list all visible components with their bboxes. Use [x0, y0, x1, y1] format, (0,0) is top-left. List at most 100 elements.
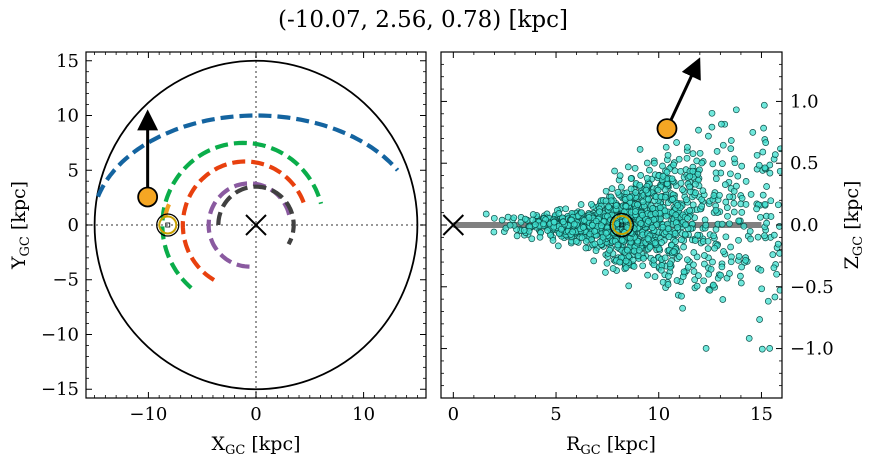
star-point — [695, 126, 702, 134]
spiral-arm-4 — [180, 159, 306, 282]
star-point — [506, 221, 514, 229]
star-point — [645, 217, 652, 225]
star-point — [769, 251, 777, 258]
star-point — [632, 208, 639, 215]
star-point — [721, 181, 729, 188]
star-point — [625, 282, 633, 290]
star-point — [761, 164, 769, 172]
star-point — [757, 266, 765, 274]
star-point — [606, 246, 613, 254]
right-x-tick-label: 10 — [647, 404, 670, 425]
star-point — [761, 200, 769, 208]
star-point — [766, 161, 774, 169]
star-point — [611, 167, 618, 175]
star-point — [572, 238, 580, 245]
star-point — [529, 211, 537, 218]
star-point — [693, 282, 701, 290]
star-point — [742, 178, 750, 185]
star-point — [684, 215, 691, 222]
star-point — [770, 231, 778, 239]
star-point — [683, 154, 691, 162]
star-point — [712, 175, 720, 183]
star-point — [766, 169, 774, 177]
star-point — [616, 172, 624, 179]
left-y-tick-label: 0 — [68, 215, 79, 236]
star-point — [730, 200, 738, 207]
right-y-tick-label: −1.0 — [790, 339, 834, 360]
star-point — [749, 129, 757, 136]
star-point — [747, 235, 754, 243]
star-point — [742, 256, 749, 264]
star-point — [680, 268, 688, 276]
star-point — [627, 185, 635, 193]
star-point — [648, 224, 656, 231]
right-y-axis-label: ZGC [kpc] — [841, 181, 866, 270]
star-point — [757, 213, 764, 221]
star-point — [596, 208, 603, 216]
star-point — [692, 180, 699, 188]
star-point — [705, 270, 712, 278]
star-point — [709, 160, 717, 168]
star-point — [726, 270, 733, 277]
star-point — [759, 191, 767, 199]
star-point — [554, 242, 562, 250]
star-point — [650, 256, 658, 264]
star-point — [618, 183, 625, 191]
star-point — [727, 145, 735, 152]
star-point — [738, 162, 746, 170]
star-point — [692, 189, 699, 197]
star-point — [618, 236, 626, 244]
star-point — [698, 202, 706, 210]
galactic-center-marker-right — [442, 214, 465, 236]
star-point — [622, 257, 630, 265]
spiral-arm-2 — [160, 140, 324, 290]
star-point — [531, 221, 539, 228]
star-point — [738, 194, 746, 202]
star-point — [521, 215, 529, 223]
star-point — [679, 304, 686, 312]
star-point — [651, 273, 659, 280]
right-panel: 0 5 10 15 −1.0 −0.5 0.0 0.5 1.0 RGC [kpc] ZGC [k… — [440, 51, 866, 458]
star-point — [582, 238, 590, 245]
star-point — [709, 258, 716, 266]
star-point — [737, 279, 745, 287]
star-point — [684, 256, 691, 264]
star-point — [635, 246, 643, 254]
star-point — [678, 236, 685, 244]
star-point — [562, 205, 570, 213]
star-point — [763, 219, 770, 227]
figure-title: (-10.07, 2.56, 0.78) [kpc] — [278, 7, 568, 33]
spiral-arms — [96, 113, 400, 290]
sun-marker-right — [611, 215, 632, 235]
star-point — [712, 169, 720, 177]
galaxy-boundary-circle — [93, 59, 419, 391]
star-point — [718, 220, 726, 228]
star-point — [735, 236, 742, 244]
star-point — [643, 159, 651, 167]
star-point — [664, 151, 672, 159]
right-y-tick-label: 0.0 — [790, 215, 819, 236]
star-point — [720, 248, 727, 255]
star-point — [540, 220, 547, 228]
right-x-axis-label: RGC [kpc] — [566, 433, 656, 458]
star-point — [680, 243, 687, 251]
star-point — [710, 281, 717, 289]
star-point — [498, 216, 506, 224]
left-y-tick-label: 15 — [56, 51, 79, 72]
star-point — [731, 155, 738, 163]
sun-outer-ring — [156, 213, 180, 237]
star-point — [634, 201, 641, 208]
star-point — [651, 239, 659, 247]
star-point — [677, 179, 685, 187]
star-point — [767, 213, 775, 220]
star-point — [689, 201, 697, 209]
star-point — [549, 237, 557, 244]
star-point — [658, 239, 665, 246]
left-x-axis-label: XGC [kpc] — [211, 433, 300, 458]
star-point — [643, 174, 651, 182]
galactic-center-marker — [245, 214, 267, 236]
star-point — [732, 106, 740, 114]
star-point — [591, 227, 598, 235]
star-point — [718, 120, 725, 128]
star-point — [722, 233, 730, 241]
